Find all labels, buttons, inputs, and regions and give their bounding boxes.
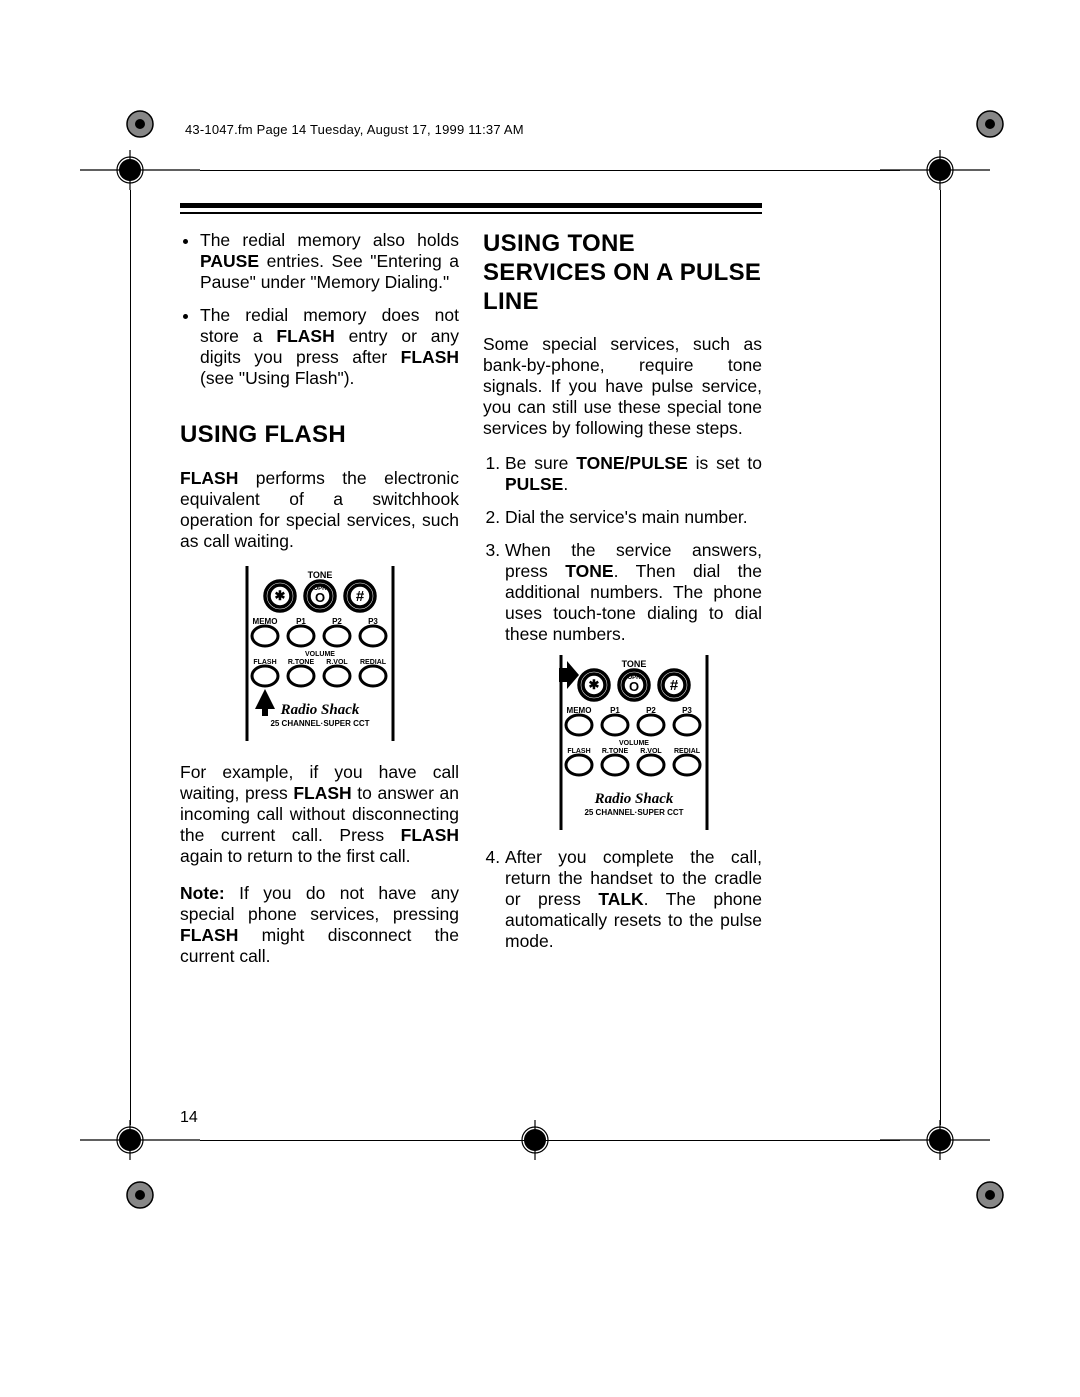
rule-thin [180, 212, 762, 214]
svg-text:✱: ✱ [588, 677, 599, 692]
rule-thick [180, 203, 762, 208]
svg-text:O: O [314, 590, 324, 605]
bullet-list: The redial memory also holds PAUSE entri… [180, 230, 459, 389]
svg-text:25 CHANNEL·SUPER CCT: 25 CHANNEL·SUPER CCT [270, 719, 369, 728]
svg-text:Radio Shack: Radio Shack [593, 791, 673, 807]
svg-text:Radio Shack: Radio Shack [279, 702, 359, 718]
svg-text:VOLUME: VOLUME [619, 740, 649, 747]
page: 43-1047.fm Page 14 Tuesday, August 17, 1… [0, 0, 1080, 1397]
svg-text:✱: ✱ [274, 588, 285, 603]
crop-line-top [200, 170, 900, 171]
crop-bottom-right [880, 1120, 1010, 1215]
crop-line-right [940, 190, 941, 1125]
svg-text:TONE: TONE [307, 570, 332, 580]
svg-text:O: O [628, 679, 638, 694]
flash-para-2: For example, if you have call waiting, p… [180, 762, 459, 867]
crop-bottom-center [510, 1120, 560, 1160]
keypad-figure-2: TONE ✱ OPR O # MEMO P1 [539, 655, 729, 835]
step-1: Be sure TONE/PULSE is set to PULSE. [505, 453, 762, 495]
crop-bottom-left [80, 1120, 200, 1215]
crop-top-right [880, 110, 1010, 190]
heading-using-flash: USING FLASH [180, 421, 459, 450]
steps-list: Be sure TONE/PULSE is set to PULSE. Dial… [483, 453, 762, 952]
flash-note: Note: If you do not have any special pho… [180, 883, 459, 967]
bullet-1: The redial memory also holds PAUSE entri… [200, 230, 459, 293]
crop-line-left [130, 190, 131, 1125]
svg-text:TONE: TONE [621, 659, 646, 669]
page-header: 43-1047.fm Page 14 Tuesday, August 17, 1… [185, 122, 524, 137]
svg-text:25 CHANNEL·SUPER CCT: 25 CHANNEL·SUPER CCT [584, 808, 683, 817]
left-column: The redial memory also holds PAUSE entri… [180, 230, 459, 967]
page-number: 14 [180, 1109, 198, 1127]
step-2: Dial the service's main number. [505, 507, 762, 528]
heading-tone-services: USING TONE SERVICES ON A PULSE LINE [483, 230, 762, 316]
keypad-figure-1: TONE ✱ OPR O # MEMO P1 P2 P3 [225, 566, 415, 746]
step-4: After you complete the call, return the … [505, 847, 762, 952]
step-3: When the service answers, press TONE. Th… [505, 540, 762, 835]
svg-text:#: # [669, 677, 678, 694]
bullet-2: The redial memory does not store a FLASH… [200, 305, 459, 389]
flash-para-1: FLASH performs the electronic equivalent… [180, 468, 459, 552]
content-area: The redial memory also holds PAUSE entri… [180, 230, 762, 967]
svg-text:VOLUME: VOLUME [305, 651, 335, 658]
svg-text:#: # [355, 588, 364, 605]
crop-top-left [80, 110, 200, 190]
right-column: USING TONE SERVICES ON A PULSE LINE Some… [483, 230, 762, 967]
tone-intro: Some special services, such as bank-by-p… [483, 334, 762, 439]
